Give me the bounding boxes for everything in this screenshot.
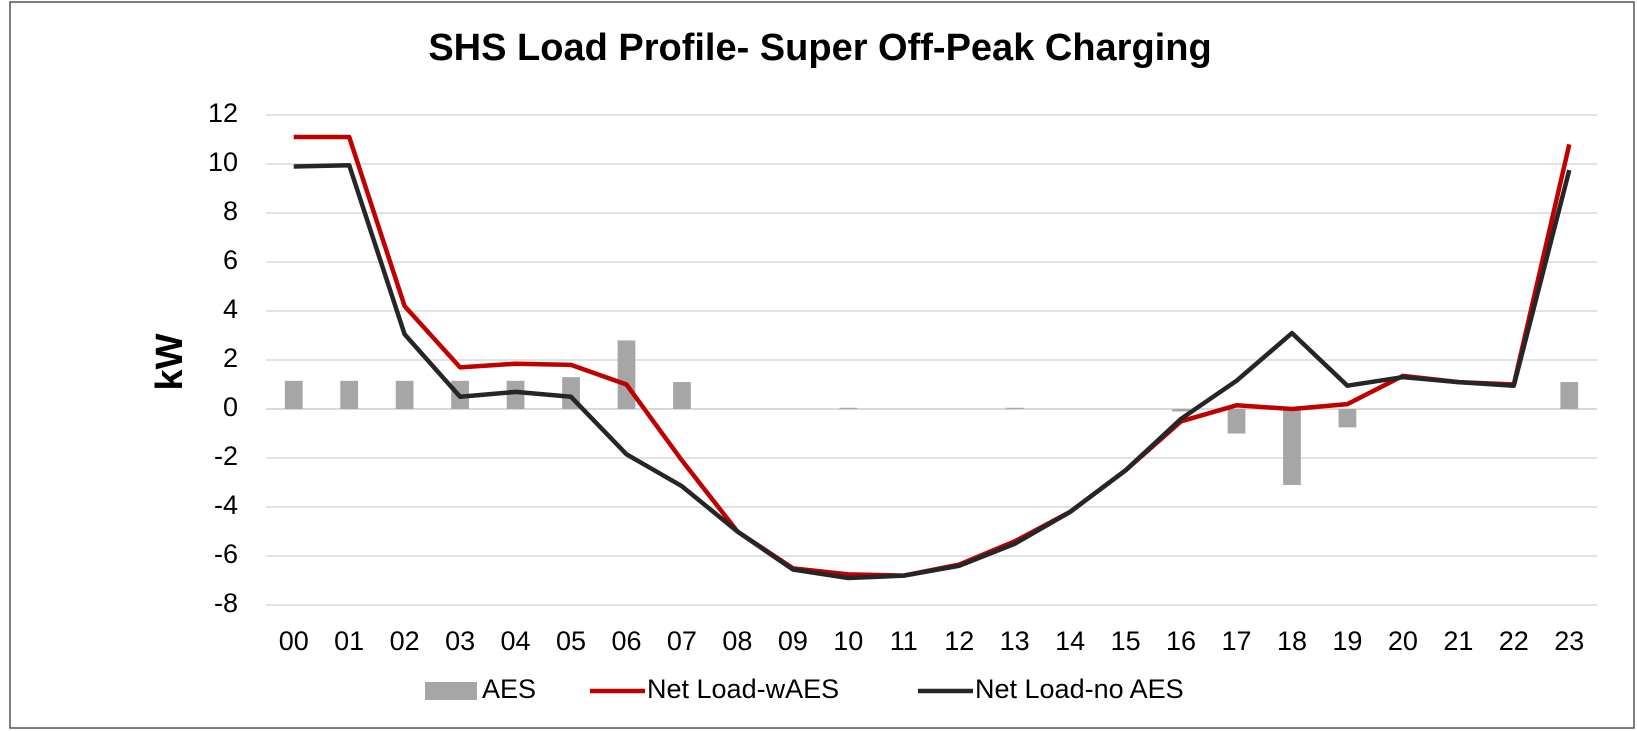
legend-label: Net Load-no AES [975,674,1184,704]
bar [284,380,303,409]
line [293,162,1572,581]
y-tick-label: -8 [214,588,238,618]
x-tick-label: 12 [944,626,974,656]
legend-swatch [425,682,477,700]
x-tick-label: 10 [833,626,863,656]
x-tick-label: 19 [1332,626,1362,656]
bar [673,382,691,409]
y-tick-label: 12 [208,98,238,128]
chart-title: SHS Load Profile- Super Off-Peak Chargin… [428,27,1211,69]
x-tick-label: 17 [1221,626,1251,656]
y-tick-label: 2 [223,343,238,373]
x-tick-label: 04 [501,626,531,656]
bar [1338,409,1357,428]
x-tick-label: 23 [1554,626,1584,656]
x-tick-label: 11 [890,626,918,656]
y-tick-label: 6 [223,245,238,275]
x-tick-label: 13 [1000,626,1030,656]
x-tick-label: 02 [390,626,420,656]
x-tick-label: 21 [1443,626,1473,656]
legend-label: Net Load-wAES [647,674,839,704]
x-tick-label: 15 [1111,626,1141,656]
x-tick-label: 06 [611,626,641,656]
y-axis-label: kW [149,333,191,390]
x-tick-label: 07 [667,626,697,656]
y-tick-label: 10 [208,147,238,177]
y-tick-label: -2 [214,441,238,471]
y-tick-label: -4 [214,490,238,520]
x-tick-label: 22 [1499,626,1529,656]
bar [839,407,858,409]
x-tick-label: 18 [1277,626,1307,656]
x-tick-label: 20 [1388,626,1418,656]
bar [340,380,359,409]
x-tick-label: 16 [1166,626,1196,656]
x-tick-label: 01 [334,626,364,656]
x-tick-label: 09 [778,626,808,656]
x-tick-label: 08 [722,626,752,656]
bar [617,340,636,409]
chart-border [9,1,1635,729]
x-tick-label: 05 [556,626,586,656]
bar [1283,409,1301,485]
y-tick-label: 4 [223,294,238,324]
x-tick-label: 00 [279,626,309,656]
bar [1172,409,1190,412]
bar [1005,407,1024,409]
bar [506,380,525,409]
y-tick-label: 0 [223,392,238,422]
bar [1560,382,1579,409]
x-tick-label: 03 [445,626,475,656]
bar [395,380,414,409]
y-tick-label: -6 [214,539,238,569]
bar [1227,409,1246,434]
x-tick-label: 14 [1055,626,1085,656]
legend-label: AES [482,674,536,704]
y-tick-label: 8 [223,196,238,226]
